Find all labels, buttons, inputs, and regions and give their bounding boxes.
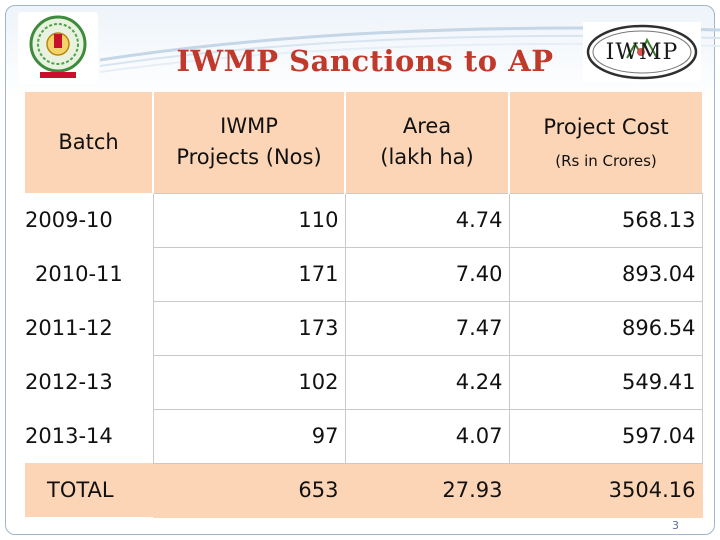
header-batch: Batch <box>25 92 153 193</box>
cost-cell: 568.13 <box>508 192 703 248</box>
cost-cell: 893.04 <box>508 246 703 302</box>
total-projects-cell: 653 <box>152 462 346 518</box>
table-row: 2012-13 102 4.24 549.41 <box>25 354 703 410</box>
projects-cell: 102 <box>152 354 346 410</box>
projects-cell: 110 <box>152 192 346 248</box>
header-cost: Project Cost (Rs in Crores) <box>508 92 702 193</box>
area-cell: 7.40 <box>344 246 510 302</box>
header-cost-line1: Project Cost <box>543 115 669 140</box>
cost-cell: 597.04 <box>508 408 703 464</box>
projects-cell: 97 <box>152 408 346 464</box>
slide-title: IWMP Sanctions to AP <box>176 44 554 78</box>
area-cell: 4.74 <box>344 192 510 248</box>
emblem-icon <box>29 15 87 78</box>
batch-cell: 2013-14 <box>25 409 153 463</box>
batch-cell: 2009-10 <box>25 193 153 247</box>
ap-state-emblem-logo <box>18 12 98 84</box>
batch-cell: 2012-13 <box>25 355 153 409</box>
page-number: 3 <box>672 519 679 532</box>
area-cell: 4.24 <box>344 354 510 410</box>
table-row: 2011-12 173 7.47 896.54 <box>25 300 703 356</box>
projects-cell: 171 <box>152 246 346 302</box>
table-row: 2013-14 97 4.07 597.04 <box>25 408 703 464</box>
projects-cell: 173 <box>152 300 346 356</box>
total-label-cell: TOTAL <box>25 463 153 517</box>
header-cost-line2: (Rs in Crores) <box>555 151 657 170</box>
iwmp-logo: IWMP <box>583 22 701 82</box>
table-header-row: Batch IWMP Projects (Nos) Area (lakh ha)… <box>25 92 702 193</box>
total-row: TOTAL 653 27.93 3504.16 <box>25 462 703 518</box>
iwmp-logo-text: IWMP <box>605 39 679 65</box>
cost-cell: 549.41 <box>508 354 703 410</box>
header-projects-line1: IWMP <box>220 113 278 138</box>
header-area-line2: (lakh ha) <box>380 145 474 170</box>
header-area-line1: Area <box>402 113 452 138</box>
header-projects-line2: Projects (Nos) <box>176 145 322 170</box>
area-cell: 4.07 <box>344 408 510 464</box>
iwmp-logo-ring-icon <box>586 24 698 80</box>
cost-cell: 896.54 <box>508 300 703 356</box>
total-area-cell: 27.93 <box>344 462 510 518</box>
sanctions-table: Batch IWMP Projects (Nos) Area (lakh ha)… <box>25 92 703 518</box>
header-batch-label: Batch <box>58 129 119 154</box>
header-area: Area (lakh ha) <box>344 92 509 193</box>
area-cell: 7.47 <box>344 300 510 356</box>
table-row: 2009-10 110 4.74 568.13 <box>25 192 703 248</box>
total-cost-cell: 3504.16 <box>508 462 703 518</box>
header-projects: IWMP Projects (Nos) <box>152 92 345 193</box>
batch-cell: 2011-12 <box>25 301 153 355</box>
table-row: 2010-11 171 7.40 893.04 <box>25 246 703 302</box>
batch-cell: 2010-11 <box>25 247 153 301</box>
